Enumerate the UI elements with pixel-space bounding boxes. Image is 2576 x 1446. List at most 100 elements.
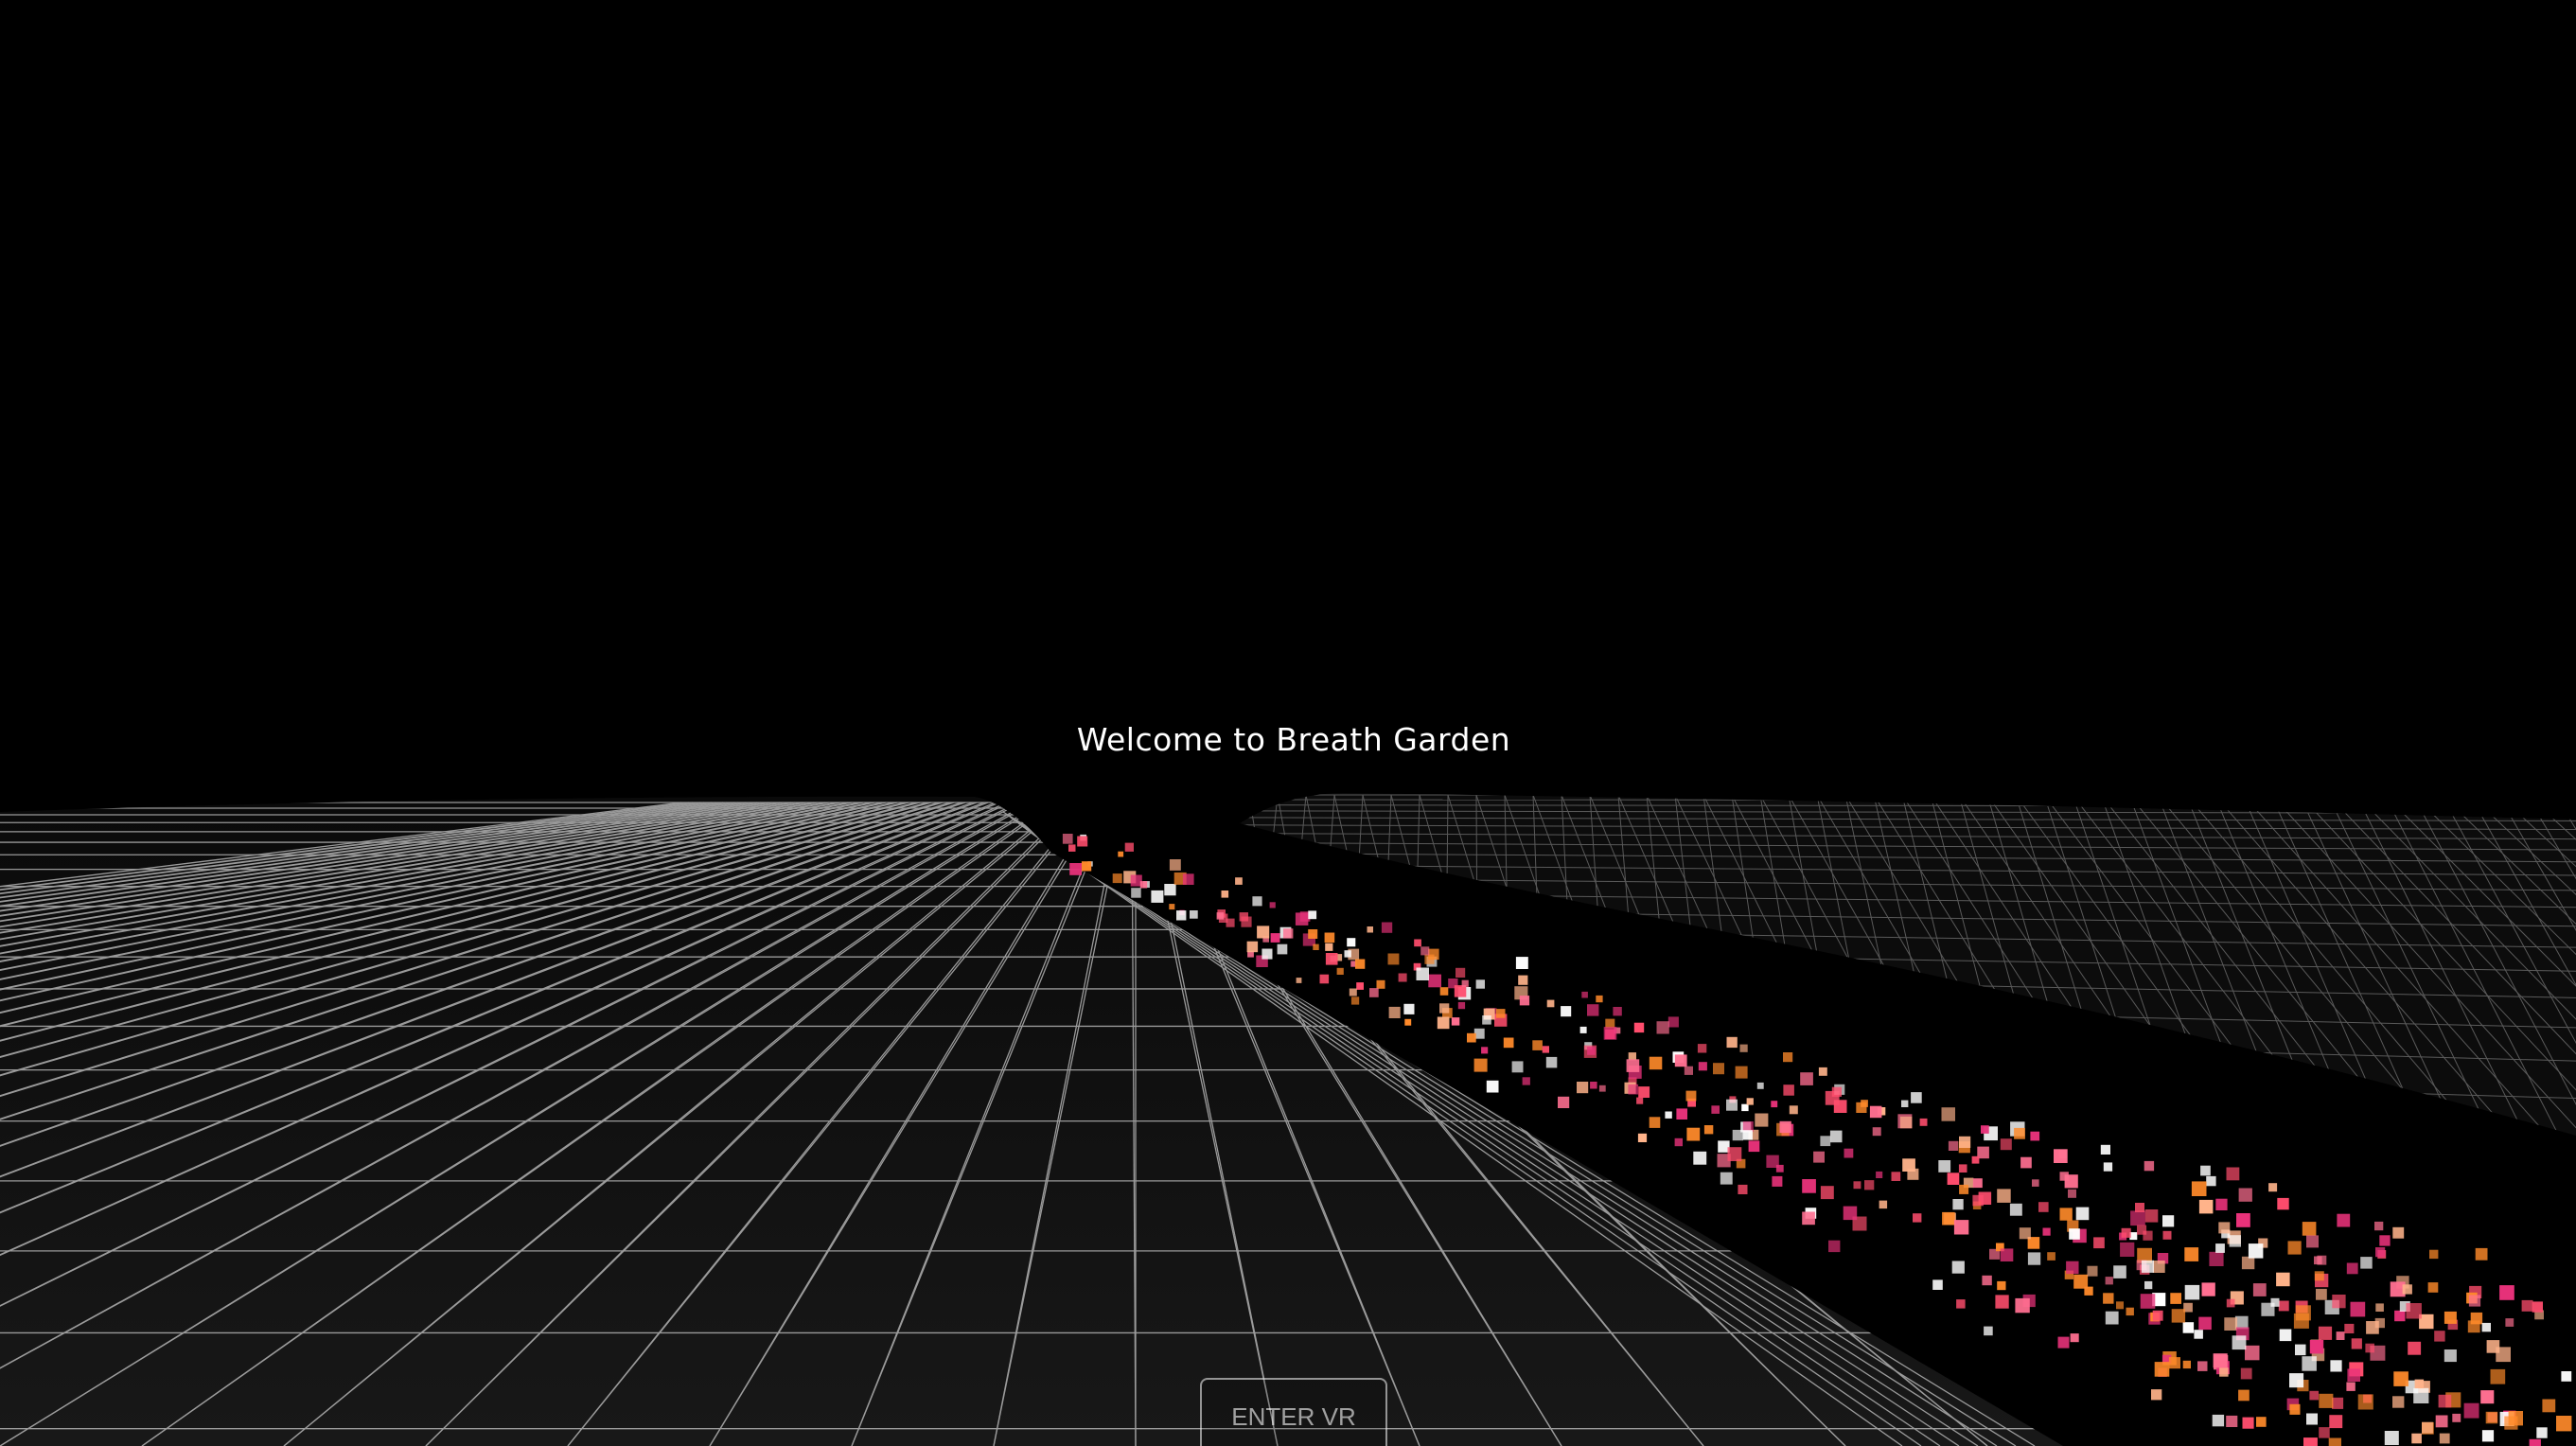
particle [2336,1331,2345,1340]
particle [2556,1416,2572,1432]
particle [1713,1063,1724,1075]
particle [1577,1082,1589,1094]
particle [2121,1227,2131,1238]
particle [1221,891,1229,898]
particle [1420,946,1430,956]
particle [1913,1213,1922,1223]
particle [1069,863,1082,875]
particle [2268,1183,2278,1192]
particle [1636,1097,1644,1104]
particle [1511,1061,1524,1073]
particle [2054,1149,2068,1163]
particle [2289,1373,2304,1388]
particle [1457,1001,1466,1010]
particle [2162,1230,2172,1240]
particle [2000,1138,2012,1151]
particle [2103,1293,2114,1304]
particle [1828,1240,1841,1253]
particle [2100,1144,2110,1155]
particle [2126,1307,2134,1316]
particle [2152,1310,2163,1321]
particle [2027,1252,2041,1265]
particle [1590,1082,1597,1089]
particle [1941,1107,1955,1121]
particle [2209,1251,2224,1266]
particle [2057,1336,2070,1349]
particle [2014,1127,2025,1139]
particle [2346,1262,2358,1275]
particle [1959,1136,1971,1148]
particle [2490,1368,2506,1384]
particle [1269,902,1276,908]
particle [1755,1113,1769,1127]
particle [2295,1344,2306,1356]
particle [2240,1367,2252,1380]
particle [1703,1125,1714,1135]
particle [1542,1046,1549,1053]
particle [2270,1297,2280,1307]
particle [1771,1101,1778,1108]
particle [1726,1099,1738,1111]
particle [2429,1249,2439,1260]
particle [1350,961,1357,967]
particle [1467,1032,1476,1043]
particle [1687,1098,1696,1107]
particle [2319,1393,2334,1408]
particle [1428,948,1439,961]
particle [1131,888,1141,898]
particle [1482,1015,1491,1025]
particle [2521,1299,2533,1312]
particle [2103,1162,2113,1172]
particle [1169,859,1181,871]
particle [2366,1321,2379,1334]
particle [2161,1354,2172,1365]
particle [2439,1433,2450,1444]
particle [2140,1294,2156,1309]
particle [1081,861,1092,872]
particle [2561,1371,2572,1382]
particle [2295,1305,2311,1321]
particle [2238,1188,2252,1202]
particle [1818,1067,1827,1076]
particle [1614,1027,1621,1034]
particle [2402,1284,2412,1295]
particle [2344,1323,2355,1333]
particle [1735,1066,1748,1079]
particle [2365,1343,2374,1353]
particle [2009,1203,2022,1216]
particle [2144,1280,2153,1290]
particle [2414,1379,2425,1389]
particle [1515,957,1528,969]
particle [2467,1320,2480,1333]
particle [2245,1345,2260,1361]
particle [2234,1315,2249,1330]
particle [1308,929,1318,939]
particle [1942,1211,1955,1226]
particle [2197,1361,2208,1371]
particle [2215,1198,2228,1210]
particle [2184,1284,2200,1300]
particle [1876,1171,1883,1178]
particle [2042,1227,2051,1236]
particle [1902,1158,1915,1172]
particle [1951,1261,1965,1274]
enter-vr-button[interactable]: ENTER VR [1200,1378,1387,1446]
particle [1437,1016,1450,1030]
particle [1958,1164,1967,1173]
particle [2212,1414,2225,1427]
particle [2309,1340,2324,1354]
particle [2434,1331,2445,1342]
particle [2392,1226,2405,1239]
particle [1686,1127,1701,1141]
particle [2384,1431,2399,1445]
particle [2182,1360,2191,1369]
particle [1413,962,1421,971]
particle [1748,1129,1759,1140]
particle [2330,1360,2342,1372]
particle [1139,881,1148,889]
particle [1981,1125,1989,1134]
particle [1864,1180,1875,1190]
particle [1404,1018,1412,1026]
particle [2393,1371,2408,1386]
